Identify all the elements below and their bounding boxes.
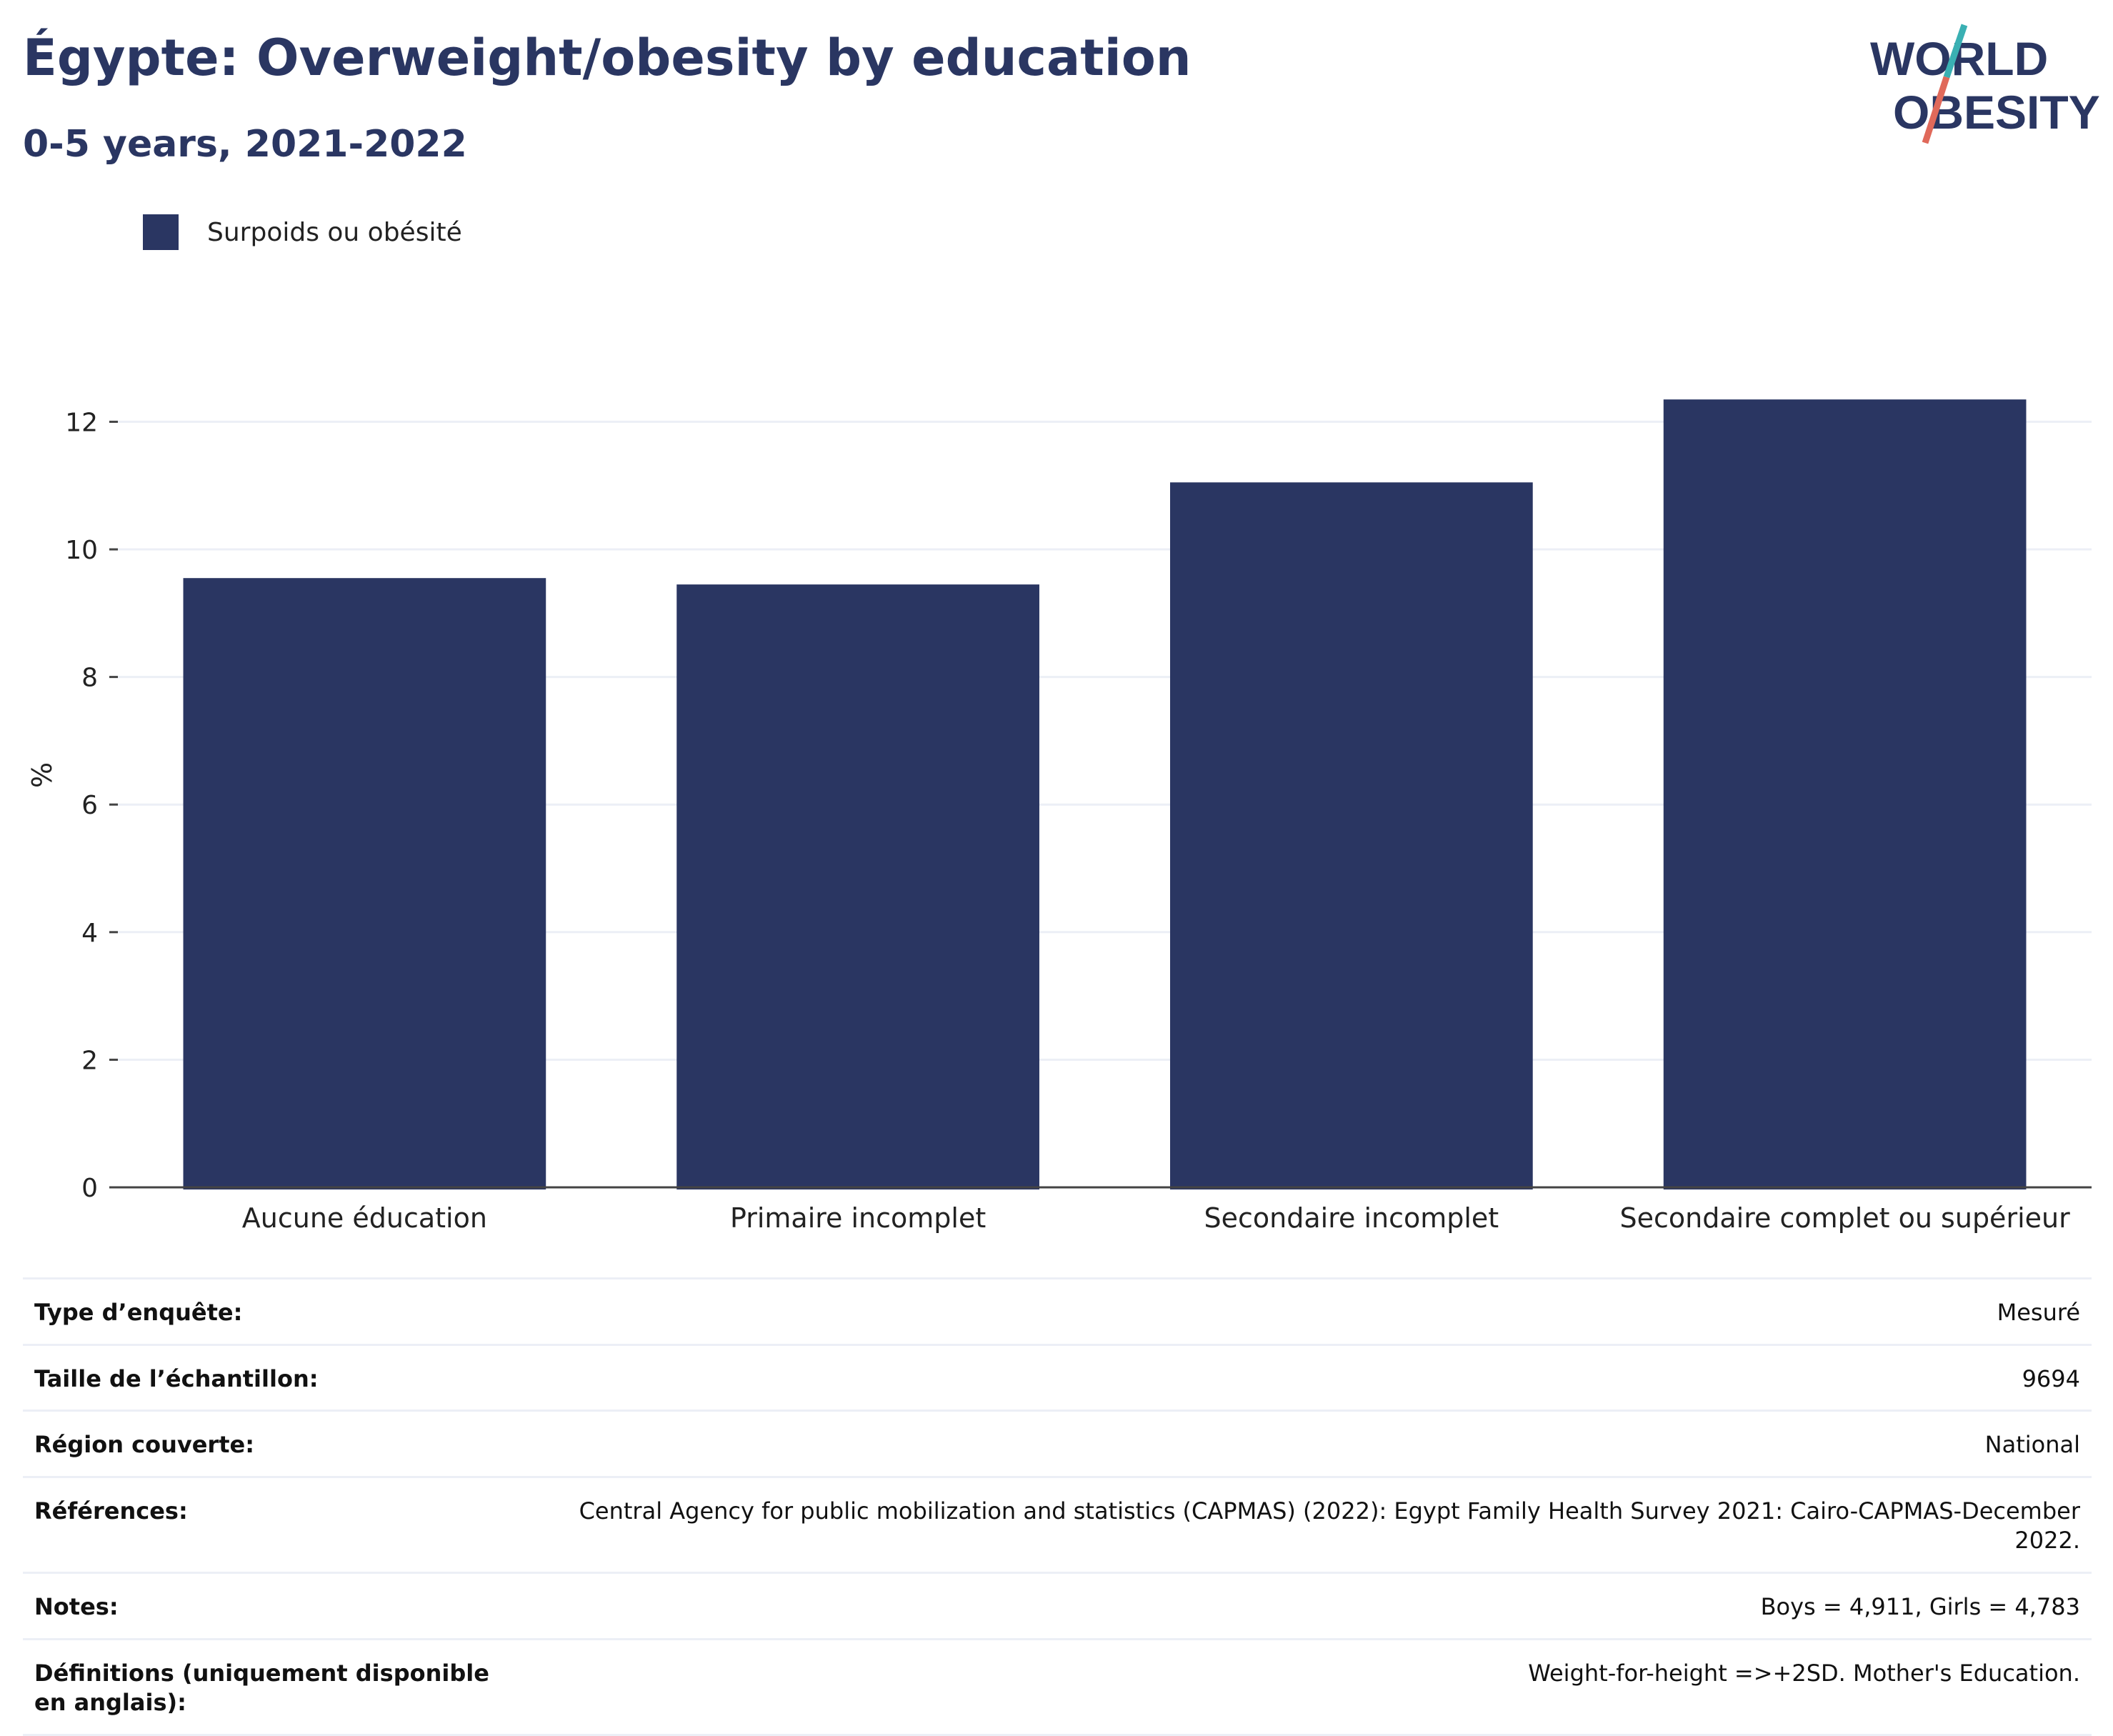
info-key: Type d’enquête:: [23, 1277, 517, 1345]
info-value: Boys = 4,911, Girls = 4,783: [517, 1571, 2092, 1640]
logo-slash-top: [1943, 24, 1968, 79]
x-tick-label: Secondaire incomplet: [1204, 1202, 1499, 1234]
bar[interactable]: [1170, 482, 1533, 1189]
y-tick-label: 10: [65, 536, 98, 565]
info-value: Central Agency for public mobilization a…: [517, 1475, 2092, 1573]
bar[interactable]: [676, 584, 1039, 1189]
chart-subtitle: 0-5 years, 2021-2022: [23, 123, 467, 166]
y-tick-label: 2: [81, 1046, 98, 1075]
x-tick-label: Primaire incomplet: [730, 1202, 986, 1234]
info-value: Weight-for-height =>+2SD. Mother's Educa…: [517, 1637, 2092, 1736]
info-value: Mesuré: [517, 1277, 2092, 1345]
legend: Surpoids ou obésité: [143, 214, 462, 250]
y-tick-label: 6: [81, 791, 98, 820]
legend-label: Surpoids ou obésité: [207, 217, 462, 247]
legend-swatch: [143, 214, 179, 250]
y-tick-label: 12: [65, 408, 98, 437]
bar[interactable]: [183, 578, 546, 1189]
y-tick-label: 8: [81, 664, 98, 693]
x-tick-label: Secondaire complet ou supérieur: [1620, 1202, 2071, 1234]
info-row: Région couverte: National: [23, 1410, 2092, 1477]
survey-info-table: Type d’enquête: Mesuré Taille de l’échanti…: [23, 1277, 2092, 1736]
x-tick-label: Aucune éducation: [242, 1202, 487, 1234]
bars: [183, 399, 2027, 1189]
bar[interactable]: [1663, 399, 2027, 1189]
info-row: Références: Central Agency for public mob…: [23, 1475, 2092, 1573]
info-key: Taille de l’échantillon:: [23, 1343, 517, 1411]
logo-slash-bottom: [1922, 76, 1950, 144]
y-tick-label: 4: [81, 919, 98, 948]
info-row: Taille de l’échantillon: 9694: [23, 1343, 2092, 1411]
x-axis-labels: Aucune éducation Primaire incomplet Second…: [242, 1202, 2070, 1234]
info-key: Région couverte:: [23, 1410, 517, 1477]
chart-title: Égypte: Overweight/obesity by education: [23, 29, 1192, 87]
y-axis-ticks: 0 2 4 6 8 10 12: [65, 408, 118, 1203]
info-value: 9694: [517, 1343, 2092, 1411]
y-tick-label: 0: [81, 1174, 98, 1203]
bar-chart: 0 2 4 6 8 10 12 Aucune éducation Primaire incom…: [26, 399, 2092, 1234]
info-value: National: [517, 1410, 2092, 1477]
info-key: Références:: [23, 1475, 517, 1573]
info-key: Définitions (uniquement disponible en an…: [23, 1637, 517, 1736]
info-row: Notes: Boys = 4,911, Girls = 4,783: [23, 1571, 2092, 1640]
y-axis-label: %: [26, 762, 58, 788]
world-obesity-logo: WORLD OBESITY: [1870, 24, 2100, 144]
info-row: Type d’enquête: Mesuré: [23, 1277, 2092, 1345]
info-row: Définitions (uniquement disponible en an…: [23, 1637, 2092, 1736]
info-key: Notes:: [23, 1571, 517, 1640]
